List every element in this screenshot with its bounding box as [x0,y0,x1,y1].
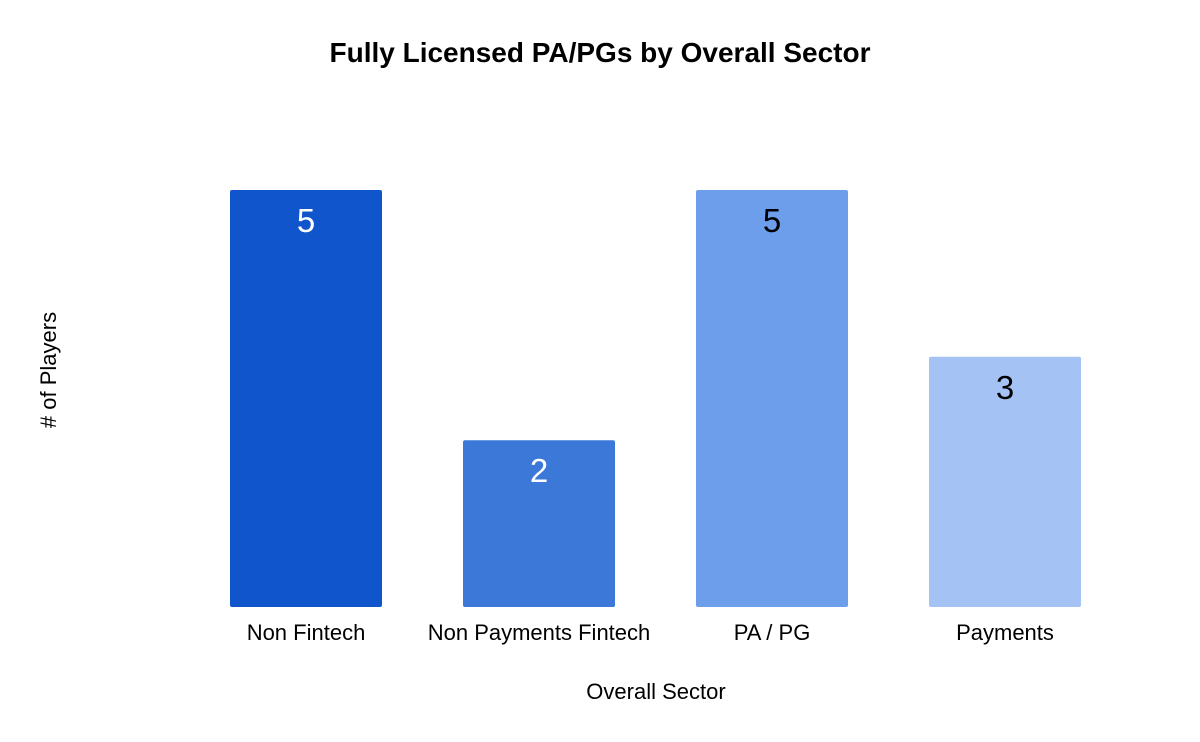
data-labels-group: 5 2 5 3 [297,202,1014,489]
x-tick-label-3: Payments [956,620,1054,645]
x-tick-label-0: Non Fintech [247,620,366,645]
x-tick-label-1: Non Payments Fintech [428,620,651,645]
y-axis-label: # of Players [36,312,61,428]
chart-title: Fully Licensed PA/PGs by Overall Sector [329,37,870,68]
x-tick-labels: Non Fintech Non Payments Fintech PA / PG Pa… [247,620,1054,645]
data-label-2: 5 [763,202,781,239]
data-label-0: 5 [297,202,315,239]
bar-1 [463,440,615,607]
x-tick-label-2: PA / PG [734,620,811,645]
bar-3 [929,356,1081,607]
x-axis-label: Overall Sector [586,679,725,704]
bar-2 [696,190,848,607]
bars-group [230,190,1081,607]
data-label-1: 2 [530,452,548,489]
bar-0 [230,190,382,607]
data-label-3: 3 [996,369,1014,406]
